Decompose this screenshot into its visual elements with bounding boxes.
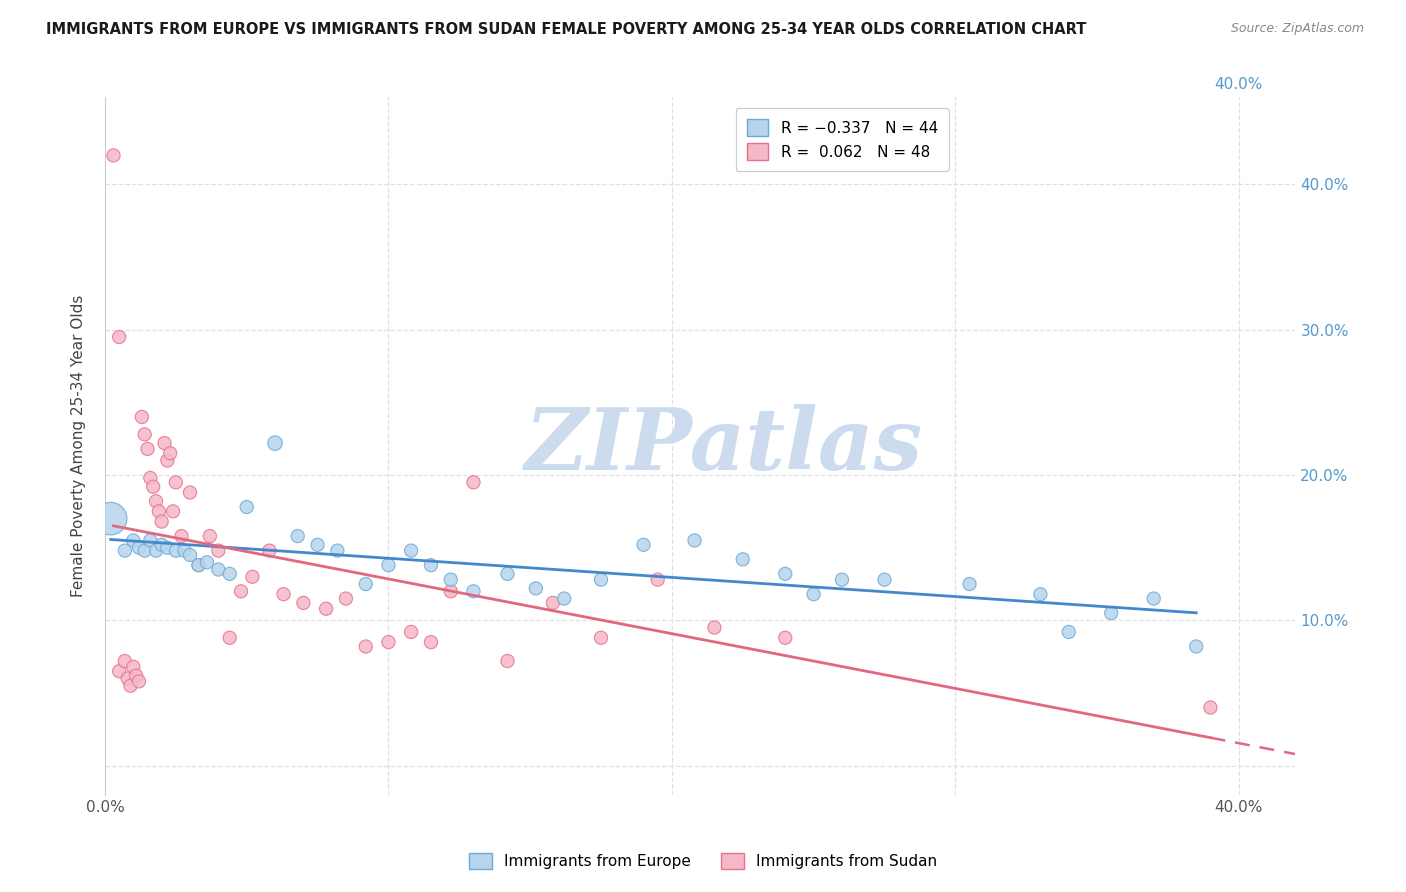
Point: [131, 409, 153, 424]
Point: [553, 591, 575, 606]
Point: [159, 446, 181, 460]
Point: [354, 640, 377, 654]
Point: [165, 543, 187, 558]
Point: [873, 573, 896, 587]
Point: [145, 494, 167, 508]
Point: [134, 427, 156, 442]
Point: [229, 584, 252, 599]
Point: [647, 573, 669, 587]
Point: [703, 621, 725, 635]
Point: [335, 591, 357, 606]
Point: [207, 562, 229, 576]
Point: [173, 543, 195, 558]
Point: [187, 558, 209, 573]
Point: [108, 330, 131, 344]
Point: [683, 533, 706, 548]
Point: [315, 601, 337, 615]
Point: [440, 584, 463, 599]
Point: [145, 543, 167, 558]
Point: [1057, 624, 1080, 639]
Point: [128, 674, 150, 689]
Point: [170, 529, 193, 543]
Point: [420, 558, 443, 573]
Point: [150, 538, 173, 552]
Point: [148, 504, 170, 518]
Point: [307, 538, 329, 552]
Point: [134, 543, 156, 558]
Point: [1199, 700, 1222, 714]
Point: [496, 654, 519, 668]
Point: [179, 548, 201, 562]
Point: [218, 566, 240, 581]
Point: [1099, 606, 1122, 620]
Point: [496, 566, 519, 581]
Point: [179, 485, 201, 500]
Text: IMMIGRANTS FROM EUROPE VS IMMIGRANTS FROM SUDAN FEMALE POVERTY AMONG 25-34 YEAR : IMMIGRANTS FROM EUROPE VS IMMIGRANTS FRO…: [46, 22, 1087, 37]
Point: [103, 148, 125, 162]
Point: [463, 475, 485, 490]
Point: [287, 529, 309, 543]
Point: [218, 631, 240, 645]
Y-axis label: Female Poverty Among 25-34 Year Olds: Female Poverty Among 25-34 Year Olds: [72, 295, 86, 597]
Point: [139, 533, 162, 548]
Point: [1185, 640, 1208, 654]
Point: [326, 543, 349, 558]
Point: [235, 500, 257, 514]
Legend: R = −0.337   N = 44, R =  0.062   N = 48: R = −0.337 N = 44, R = 0.062 N = 48: [737, 109, 949, 170]
Point: [108, 664, 131, 678]
Point: [162, 504, 184, 518]
Point: [731, 552, 754, 566]
Point: [633, 538, 655, 552]
Text: Source: ZipAtlas.com: Source: ZipAtlas.com: [1230, 22, 1364, 36]
Point: [264, 436, 287, 450]
Point: [440, 573, 463, 587]
Point: [377, 635, 399, 649]
Point: [242, 570, 264, 584]
Point: [195, 555, 218, 569]
Point: [354, 577, 377, 591]
Point: [463, 584, 485, 599]
Point: [831, 573, 853, 587]
Point: [292, 596, 315, 610]
Point: [775, 631, 797, 645]
Point: [589, 573, 612, 587]
Point: [377, 558, 399, 573]
Point: [959, 577, 981, 591]
Point: [1143, 591, 1166, 606]
Point: [122, 660, 145, 674]
Point: [125, 668, 148, 682]
Point: [136, 442, 159, 456]
Point: [273, 587, 295, 601]
Text: ZIPatlas: ZIPatlas: [524, 404, 924, 488]
Point: [120, 679, 142, 693]
Point: [165, 475, 187, 490]
Point: [259, 543, 281, 558]
Point: [139, 471, 162, 485]
Point: [117, 672, 139, 686]
Point: [1029, 587, 1052, 601]
Point: [187, 558, 209, 573]
Point: [198, 529, 221, 543]
Point: [100, 511, 122, 525]
Point: [114, 654, 136, 668]
Point: [524, 582, 547, 596]
Legend: Immigrants from Europe, Immigrants from Sudan: Immigrants from Europe, Immigrants from …: [463, 847, 943, 875]
Point: [420, 635, 443, 649]
Point: [156, 453, 179, 467]
Point: [142, 480, 165, 494]
Point: [399, 624, 422, 639]
Point: [153, 436, 176, 450]
Point: [156, 541, 179, 555]
Point: [122, 533, 145, 548]
Point: [541, 596, 564, 610]
Point: [399, 543, 422, 558]
Point: [114, 543, 136, 558]
Point: [150, 515, 173, 529]
Point: [128, 541, 150, 555]
Point: [803, 587, 825, 601]
Point: [589, 631, 612, 645]
Point: [775, 566, 797, 581]
Point: [207, 543, 229, 558]
